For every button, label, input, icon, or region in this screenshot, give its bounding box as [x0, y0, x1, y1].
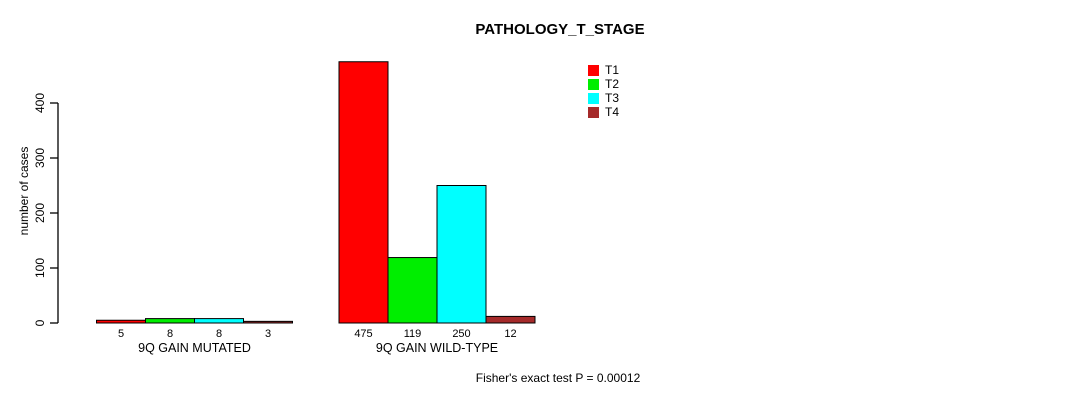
x-group-label: 9Q GAIN MUTATED [138, 341, 251, 355]
legend: T1 T2 T3 T4 [588, 63, 619, 119]
legend-row: T1 [588, 63, 619, 77]
bar-t2-group2 [387, 257, 438, 324]
bar-t4-group2 [485, 315, 536, 324]
bar-value-label: 5 [118, 328, 124, 340]
y-tick-label: 100 [33, 258, 47, 278]
y-tick-label: 200 [33, 203, 47, 223]
bar-t3-group2 [436, 185, 487, 324]
bar-value-label: 250 [452, 328, 470, 340]
bar-value-label: 3 [265, 328, 271, 340]
bar-t2-group1 [145, 318, 195, 324]
y-tick-label: 400 [33, 93, 47, 113]
legend-label: T4 [605, 105, 620, 119]
bar-value-label: 8 [216, 328, 222, 340]
legend-swatch-t1 [588, 64, 599, 76]
x-group-label: 9Q GAIN WILD-TYPE [376, 341, 498, 355]
bar-t3-group1 [194, 318, 244, 324]
bar-t1-group1 [96, 319, 146, 324]
legend-swatch-t2 [588, 78, 599, 90]
legend-swatch-t3 [588, 92, 599, 104]
legend-row: T4 [588, 105, 619, 119]
legend-row: T3 [588, 91, 619, 105]
bar-value-label: 475 [354, 328, 372, 340]
fisher-test-annotation: Fisher's exact test P = 0.00012 [475, 371, 641, 385]
y-tick-label: 300 [33, 148, 47, 168]
bar-value-label: 8 [167, 328, 173, 340]
legend-label: T1 [605, 63, 620, 77]
legend-label: T3 [605, 91, 620, 105]
legend-label: T2 [605, 77, 620, 91]
legend-row: T2 [588, 77, 619, 91]
bar-t4-group1 [243, 320, 293, 324]
bar-t1-group2 [338, 61, 389, 324]
legend-swatch-t4 [588, 106, 599, 118]
bar-value-label: 119 [404, 328, 422, 340]
bar-value-label: 12 [504, 328, 516, 340]
y-tick-label: 0 [33, 319, 47, 326]
chart-title: PATHOLOGY_T_STAGE [475, 21, 645, 38]
